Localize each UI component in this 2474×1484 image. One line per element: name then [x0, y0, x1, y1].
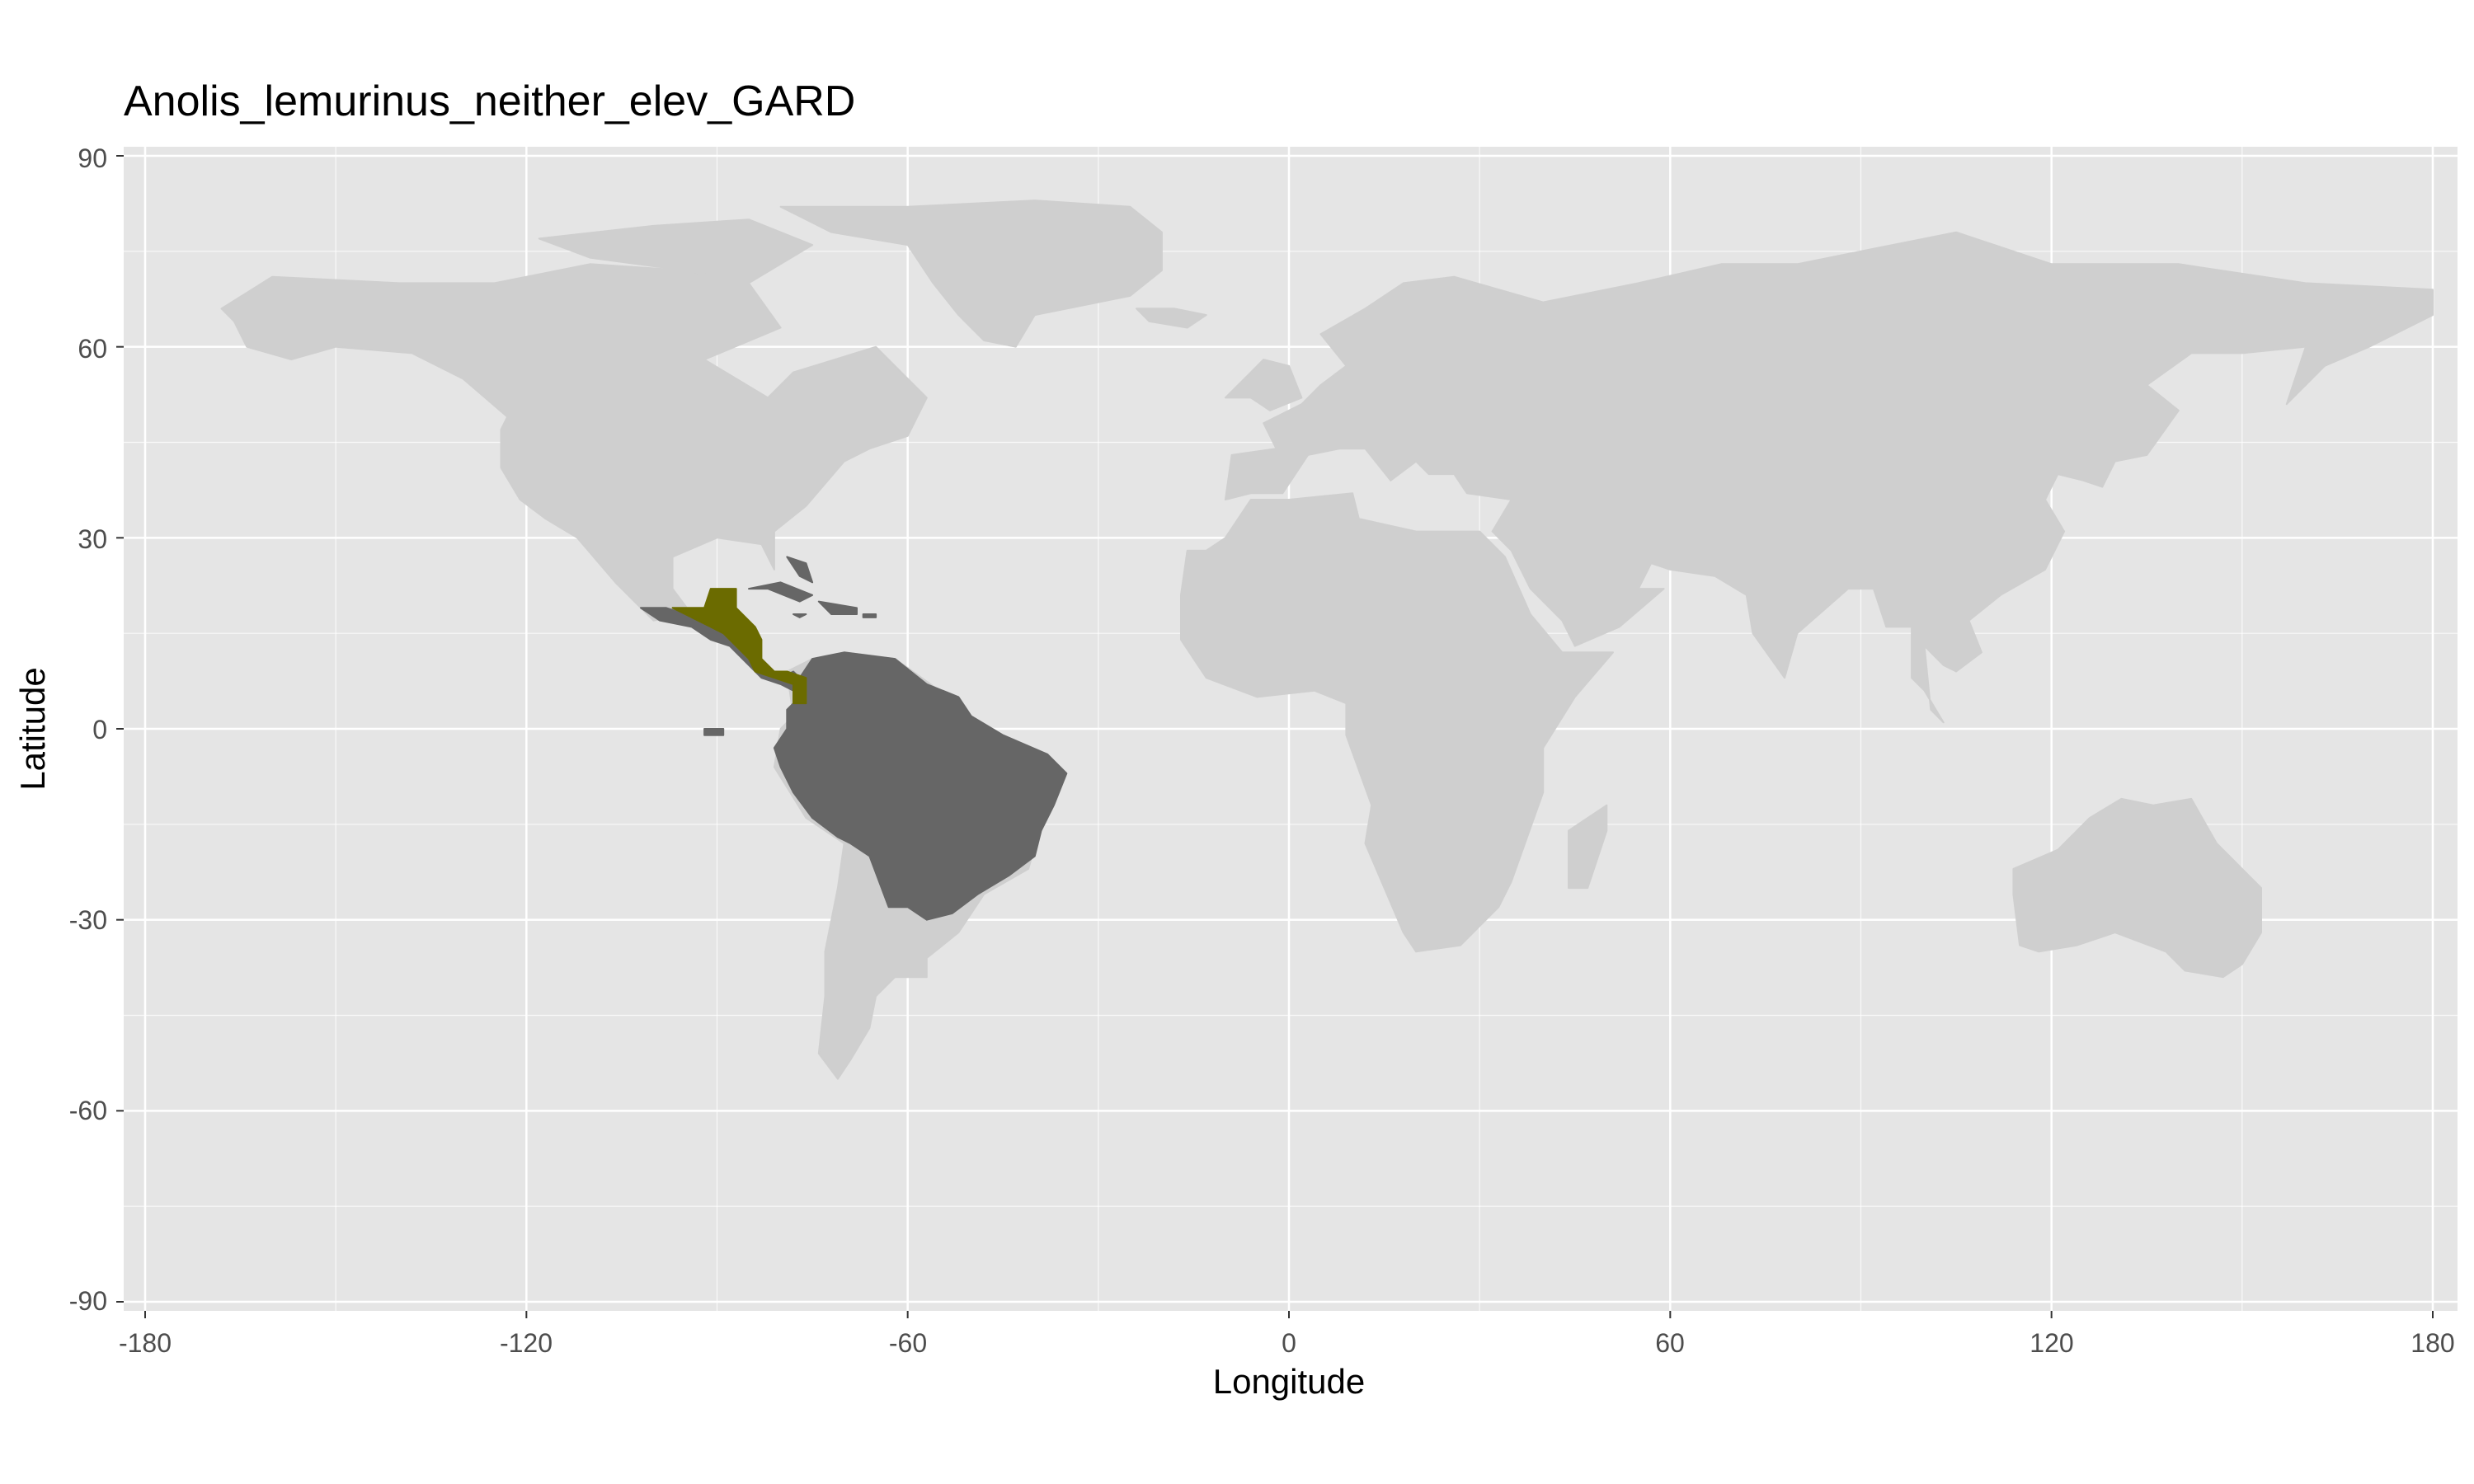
- study-region-polygon: [817, 600, 858, 615]
- axis-ticks: [116, 155, 2434, 1318]
- x-tick-label: 0: [1282, 1328, 1296, 1358]
- y-tick-label: 0: [92, 715, 107, 744]
- study-region-polygon: [793, 613, 807, 618]
- y-tick-label: -30: [69, 905, 107, 935]
- x-tick-label: -60: [889, 1328, 927, 1358]
- y-tick-label: -90: [69, 1286, 107, 1316]
- study-region-polygon: [786, 556, 814, 584]
- y-axis-title: Latitude: [13, 667, 52, 790]
- land-polygon: [1224, 231, 2434, 724]
- x-tick-label: 180: [2411, 1328, 2454, 1358]
- y-tick-label: 90: [78, 143, 107, 173]
- predicted-range-layer: [671, 588, 807, 705]
- x-tick-label: -180: [119, 1328, 172, 1358]
- x-axis-title: Longitude: [1213, 1362, 1366, 1401]
- land-polygon: [1224, 359, 1303, 411]
- land-polygon: [1180, 492, 1614, 953]
- y-tick-label: 60: [78, 334, 107, 364]
- study-region-polygon: [748, 581, 814, 603]
- land-polygon: [538, 218, 814, 284]
- land-polygon: [779, 200, 1163, 348]
- map-title: Anolis_lemurinus_neither_elev_GARD: [124, 77, 855, 125]
- x-tick-label: -120: [500, 1328, 553, 1358]
- study-region-polygon: [862, 613, 877, 618]
- land-polygon: [1568, 804, 1608, 890]
- land-polygon: [2012, 797, 2262, 979]
- x-tick-label: 60: [1655, 1328, 1685, 1358]
- x-tick-label: 120: [2030, 1328, 2073, 1358]
- y-tick-label: -60: [69, 1096, 107, 1125]
- land-polygon: [1136, 308, 1207, 329]
- study-region-polygon: [703, 728, 725, 736]
- land-polygon: [220, 263, 928, 622]
- study-region-polygon: [773, 651, 1068, 921]
- y-tick-label: 30: [78, 524, 107, 554]
- predicted-range-polygon: [671, 588, 807, 705]
